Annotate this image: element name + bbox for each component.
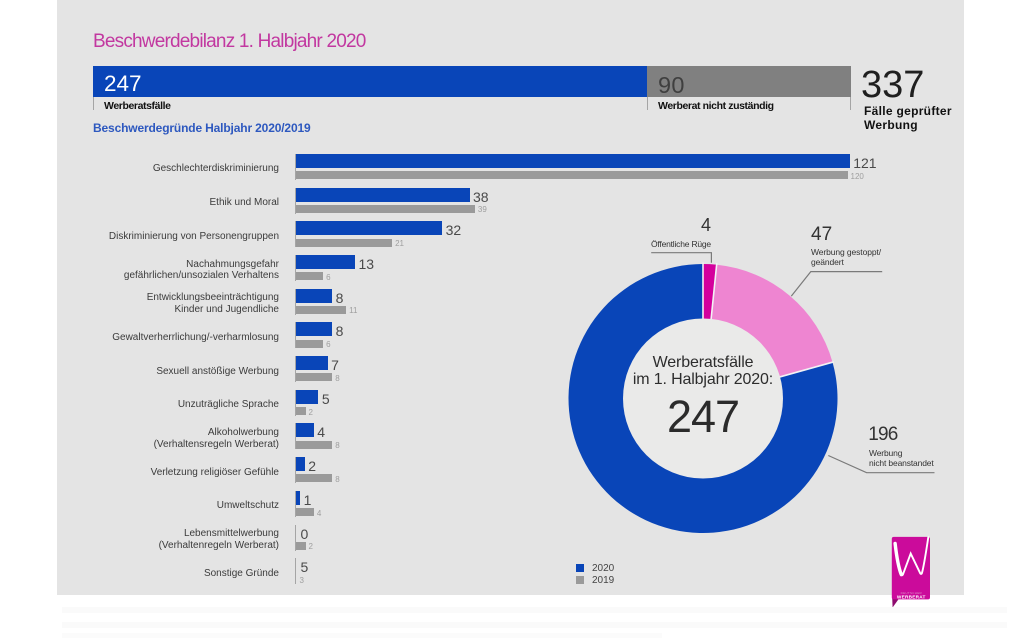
svg-text:WERBERAT: WERBERAT <box>897 595 926 600</box>
svg-text:DEUTSCHER: DEUTSCHER <box>901 591 923 595</box>
